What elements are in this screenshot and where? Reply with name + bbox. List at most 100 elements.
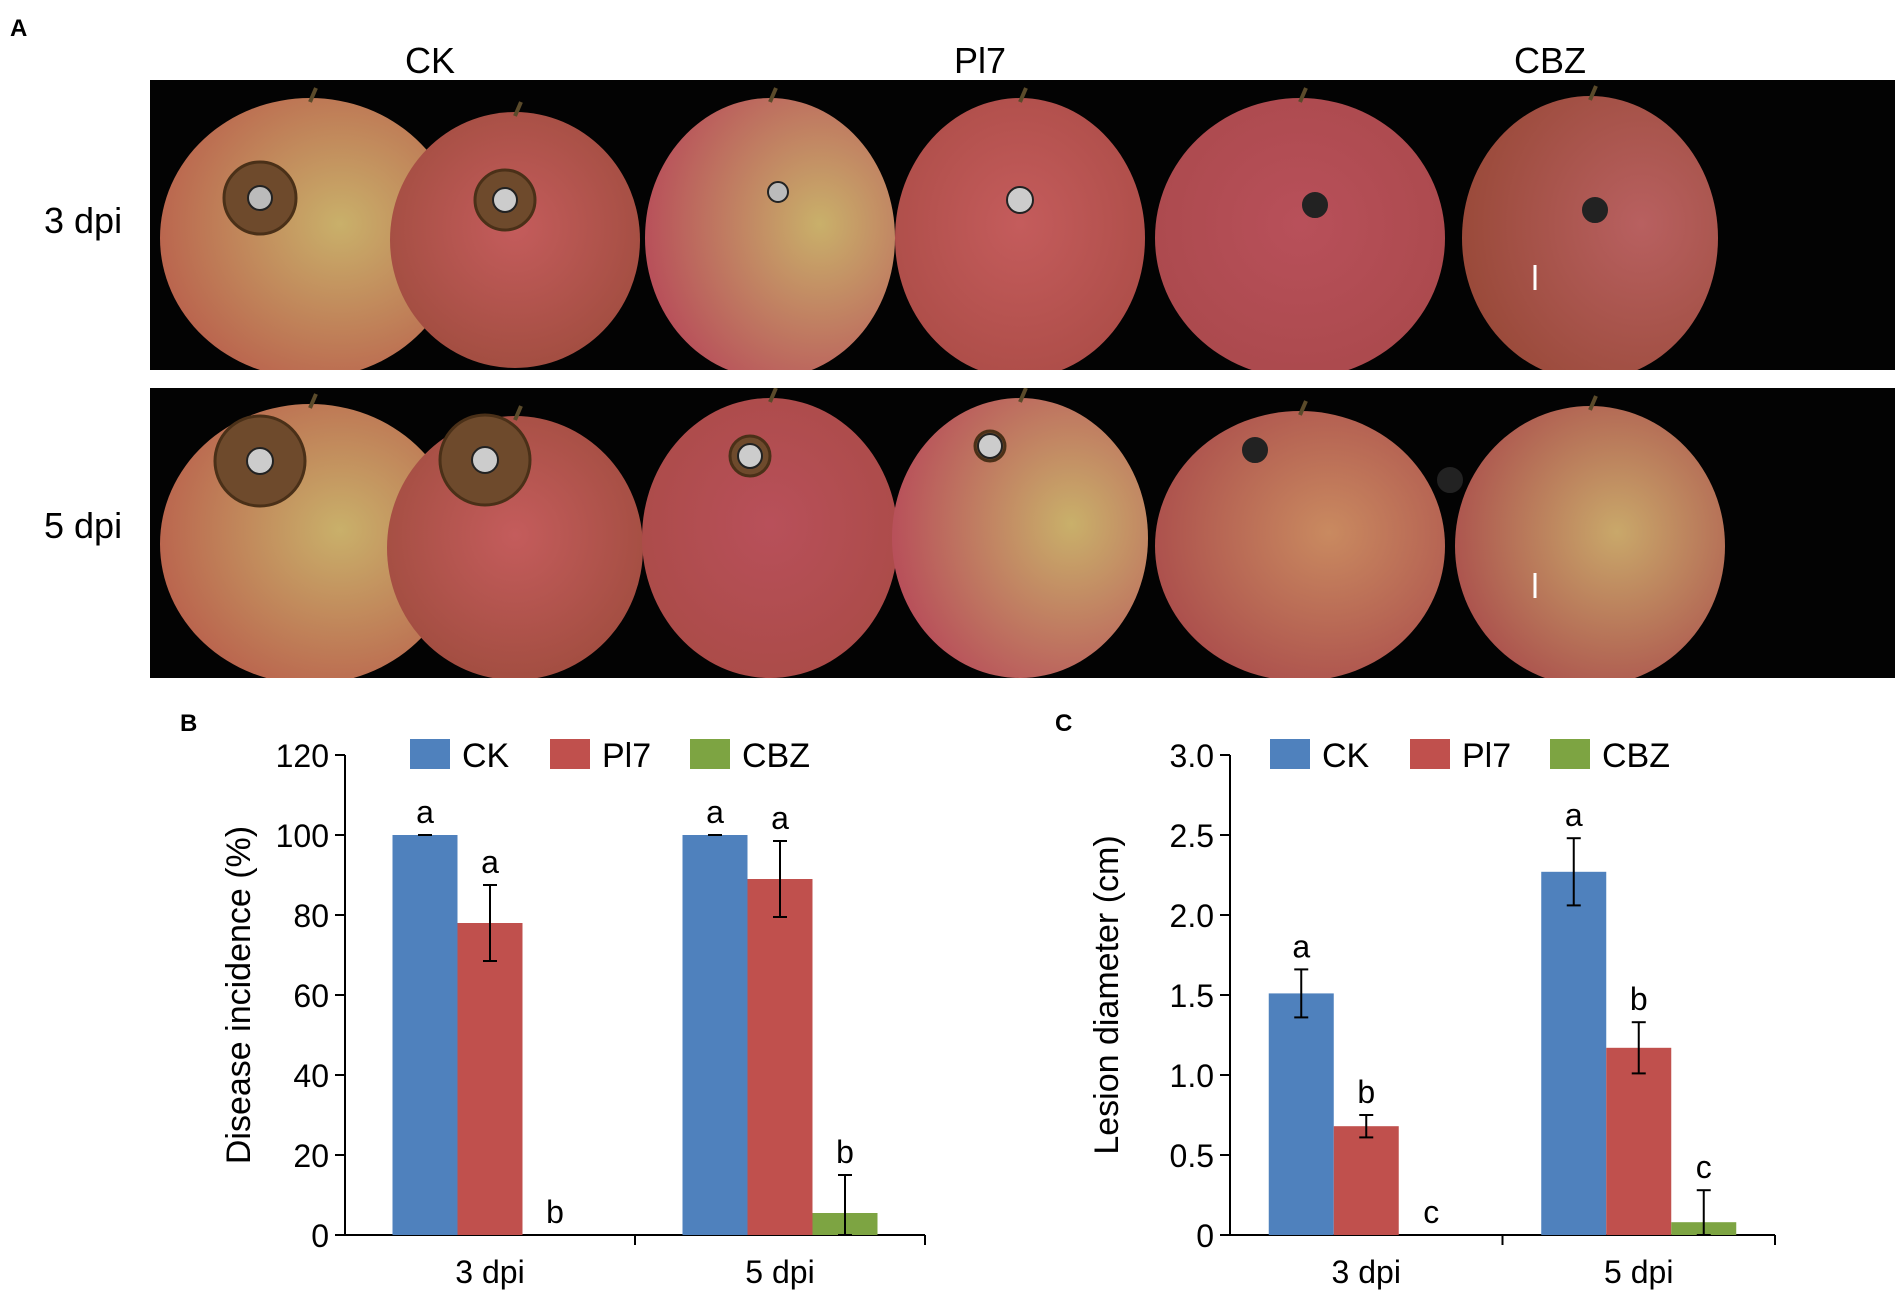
significance-letter: a xyxy=(706,794,724,830)
apple-body xyxy=(1155,98,1445,370)
apple-photo-5dpi xyxy=(150,388,1895,678)
bar-ck xyxy=(682,835,748,1235)
legend-swatch-ck xyxy=(410,739,450,769)
apple xyxy=(892,388,1148,678)
significance-letter: b xyxy=(546,1194,564,1230)
significance-letter: a xyxy=(481,844,499,880)
inoculation-wound xyxy=(767,181,789,203)
apple-stem xyxy=(768,388,778,403)
apple-stem xyxy=(513,101,523,117)
legend-label-pl7: Pl7 xyxy=(602,737,651,775)
y-tick-label: 80 xyxy=(293,898,329,934)
apple-stem xyxy=(513,405,523,421)
y-tick-label: 2.0 xyxy=(1170,898,1214,934)
apple-stem xyxy=(308,393,318,409)
apple-stem xyxy=(768,87,778,103)
x-tick-label: 5 dpi xyxy=(1604,1254,1673,1290)
apple xyxy=(160,87,460,370)
bar-ck xyxy=(1541,871,1607,1235)
inoculation-wound xyxy=(737,443,763,469)
disease-incidence-chart: 0 20 40 60 80 100 120 Disease incidence (%) 3 dp… xyxy=(220,737,926,1290)
inoculation-wound xyxy=(1302,192,1328,218)
y-tick-label: 0 xyxy=(311,1218,329,1254)
panel-b-label: B xyxy=(180,710,198,737)
apple xyxy=(1462,85,1718,370)
x-tick-label: 3 dpi xyxy=(1332,1254,1401,1290)
inoculation-wound xyxy=(247,185,273,211)
inoculation-wound xyxy=(246,447,274,475)
inoculation-wound xyxy=(1006,186,1034,214)
inoculation-wound xyxy=(1437,467,1463,493)
y-tick-label: 1.5 xyxy=(1170,978,1214,1014)
bar-pl7 xyxy=(747,879,813,1235)
apple xyxy=(1437,395,1725,678)
inoculation-wound xyxy=(977,433,1003,459)
bar-pl7 xyxy=(1333,1126,1399,1235)
x-tick-label: 5 dpi xyxy=(745,1254,814,1290)
apple-stem xyxy=(1588,85,1598,101)
apple-stem xyxy=(1298,400,1308,416)
legend-swatch-ck xyxy=(1270,739,1310,769)
apple xyxy=(645,87,895,370)
y-tick-label: 100 xyxy=(276,818,329,854)
legend-swatch-pl7 xyxy=(1410,739,1450,769)
y-tick-label: 3.0 xyxy=(1170,738,1214,774)
y-tick-label: 20 xyxy=(293,1138,329,1174)
bar-ck xyxy=(1268,993,1334,1235)
legend-label-pl7: Pl7 xyxy=(1462,737,1511,775)
apple-body xyxy=(892,398,1148,678)
apple xyxy=(387,405,643,678)
y-axis-title: Lesion diameter (cm) xyxy=(1088,835,1126,1154)
column-label-pl7: Pl7 xyxy=(953,40,1007,81)
row-label-3dpi: 3 dpi xyxy=(44,200,123,241)
legend-label-ck: CK xyxy=(1322,737,1370,775)
apple-stem xyxy=(1298,87,1308,103)
inoculation-wound xyxy=(492,187,518,213)
legend-label-cbz: CBZ xyxy=(1602,737,1670,775)
x-tick-label: 3 dpi xyxy=(455,1254,524,1290)
significance-letter: a xyxy=(1565,797,1583,833)
column-label-cbz: CBZ xyxy=(1514,40,1586,81)
significance-letter: b xyxy=(1357,1074,1375,1110)
apple-stem xyxy=(1018,388,1028,403)
significance-letter: c xyxy=(1696,1149,1712,1185)
legend-label-ck: CK xyxy=(462,737,510,775)
apple xyxy=(1155,87,1445,370)
legend-swatch-pl7 xyxy=(550,739,590,769)
y-tick-label: 60 xyxy=(293,978,329,1014)
y-tick-label: 2.5 xyxy=(1170,818,1214,854)
apple-body xyxy=(1462,96,1718,370)
panel-a-label: A xyxy=(10,15,28,42)
apple-photo-3dpi xyxy=(150,80,1895,370)
significance-letter: c xyxy=(1423,1194,1439,1230)
apple-body xyxy=(642,398,898,678)
apple-body xyxy=(1455,406,1725,678)
apple-stem xyxy=(1018,87,1028,103)
apple xyxy=(390,101,640,368)
y-tick-label: 1.0 xyxy=(1170,1058,1214,1094)
y-tick-label: 120 xyxy=(276,738,329,774)
apple-body xyxy=(1155,411,1445,678)
significance-letter: a xyxy=(1292,928,1310,964)
bar-pl7 xyxy=(1606,1047,1672,1235)
y-tick-label: 0 xyxy=(1196,1218,1214,1254)
apple xyxy=(1155,400,1445,678)
apple-stem xyxy=(308,87,318,103)
column-label-ck: CK xyxy=(404,40,455,81)
apple xyxy=(895,87,1145,370)
significance-letter: b xyxy=(836,1134,854,1170)
apple-body xyxy=(895,98,1145,370)
legend-label-cbz: CBZ xyxy=(742,737,810,775)
inoculation-wound xyxy=(1242,437,1268,463)
apple-stem xyxy=(1588,395,1598,411)
inoculation-wound xyxy=(1582,197,1608,223)
significance-letter: b xyxy=(1630,981,1648,1017)
legend-swatch-cbz xyxy=(1550,739,1590,769)
apple-body xyxy=(645,98,895,370)
bar-ck xyxy=(392,835,458,1235)
apple xyxy=(160,393,460,678)
panel-c-label: C xyxy=(1055,710,1073,737)
y-axis-title: Disease incidence (%) xyxy=(220,826,258,1164)
y-tick-label: 40 xyxy=(293,1058,329,1094)
